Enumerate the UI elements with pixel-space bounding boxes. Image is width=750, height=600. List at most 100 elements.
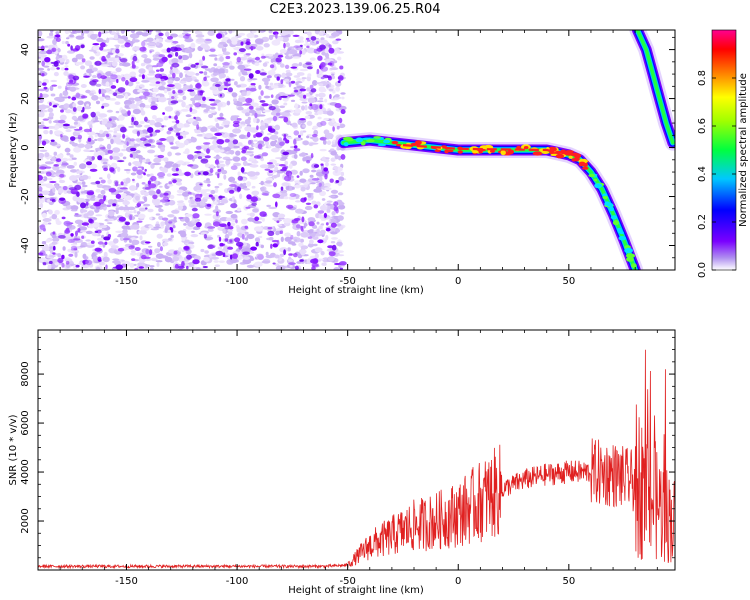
noise-speck [113, 238, 119, 244]
noise-speck-bright [185, 33, 191, 37]
noise-speck-bright [293, 45, 302, 48]
noise-speck [38, 67, 45, 71]
noise-speck [130, 237, 136, 240]
noise-speck [50, 248, 54, 255]
noise-speck-bright [119, 58, 128, 63]
noise-speck-bright [161, 217, 169, 221]
noise-speck [274, 254, 280, 259]
noise-speck [285, 72, 293, 77]
noise-speck [229, 60, 233, 67]
noise-speck [259, 164, 269, 169]
noise-speck [190, 173, 194, 179]
noise-speck [89, 64, 94, 69]
noise-speck-bright [335, 38, 342, 41]
noise-speck [177, 202, 186, 207]
noise-speck-bright [159, 68, 164, 72]
noise-speck [66, 152, 71, 156]
noise-speck-bright [290, 66, 298, 69]
noise-speck-bright [275, 57, 282, 63]
noise-speck-bright [101, 105, 105, 109]
noise-speck [210, 145, 215, 150]
signal-blob [523, 146, 529, 150]
noise-speck [280, 156, 288, 160]
noise-speck [47, 222, 52, 225]
noise-speck-bright [107, 149, 114, 154]
noise-speck [243, 256, 251, 260]
noise-speck [185, 105, 191, 109]
noise-speck-bright [323, 167, 329, 172]
noise-speck [130, 30, 136, 34]
snr-y-tick-label: 6000 [20, 410, 31, 435]
noise-speck-bright [141, 182, 146, 185]
signal-blob [391, 140, 399, 145]
noise-speck-bright [51, 84, 58, 87]
noise-speck [47, 68, 51, 71]
noise-speck-bright [209, 48, 216, 52]
noise-speck [253, 143, 258, 148]
noise-speck [203, 256, 210, 262]
noise-speck [326, 203, 332, 206]
noise-speck [200, 128, 205, 133]
noise-speck-bright [166, 47, 171, 53]
noise-speck-bright [275, 112, 281, 117]
noise-speck-bright [294, 89, 299, 93]
noise-speck-bright [207, 244, 214, 249]
noise-speck [194, 30, 201, 35]
signal-blob [571, 158, 577, 162]
noise-speck-bright [255, 241, 259, 247]
noise-speck [243, 247, 252, 253]
noise-speck [124, 195, 133, 201]
noise-speck-bright [293, 253, 298, 258]
noise-speck [53, 71, 59, 77]
noise-speck-bright [240, 156, 247, 161]
noise-speck-bright [52, 104, 58, 108]
noise-speck [159, 167, 168, 172]
noise-speck-bright [167, 54, 173, 58]
noise-speck [135, 195, 140, 201]
noise-speck [143, 191, 150, 197]
snr-y-tick-label: 8000 [20, 361, 31, 386]
noise-speck-bright [102, 93, 105, 97]
noise-speck [57, 253, 62, 258]
noise-speck [153, 157, 162, 164]
signal-blob [593, 178, 598, 182]
noise-speck [307, 197, 312, 201]
noise-speck-bright [320, 120, 327, 126]
noise-speck-bright [55, 34, 61, 38]
noise-speck-bright [38, 252, 43, 256]
noise-speck [167, 214, 175, 218]
noise-speck [169, 69, 174, 75]
noise-speck [293, 154, 298, 159]
noise-speck [235, 150, 241, 156]
noise-speck-bright [72, 48, 79, 52]
noise-speck-bright [190, 64, 196, 68]
noise-speck [133, 143, 141, 147]
noise-speck [136, 31, 143, 36]
noise-speck-bright [202, 96, 206, 102]
noise-speck [337, 204, 346, 210]
noise-speck-bright [259, 72, 267, 76]
noise-speck-bright [38, 88, 46, 92]
noise-speck-bright [141, 166, 145, 171]
noise-speck [329, 67, 339, 71]
noise-speck [246, 264, 255, 268]
noise-speck [217, 54, 224, 57]
noise-speck [213, 63, 218, 67]
noise-speck [117, 38, 125, 44]
noise-speck-bright [282, 151, 290, 156]
noise-speck [69, 175, 78, 182]
noise-speck-bright [80, 95, 88, 99]
noise-speck [106, 222, 113, 225]
noise-speck [242, 258, 252, 265]
noise-speck [214, 187, 219, 194]
noise-speck-bright [245, 97, 253, 104]
noise-speck-bright [299, 259, 304, 262]
noise-speck [318, 31, 324, 36]
noise-speck-bright [183, 66, 191, 71]
noise-speck-bright [156, 69, 160, 72]
signal-blob [612, 220, 620, 226]
noise-speck-bright [132, 55, 138, 62]
noise-speck [266, 204, 272, 208]
noise-speck-bright [80, 202, 86, 209]
noise-speck-bright [48, 102, 52, 106]
